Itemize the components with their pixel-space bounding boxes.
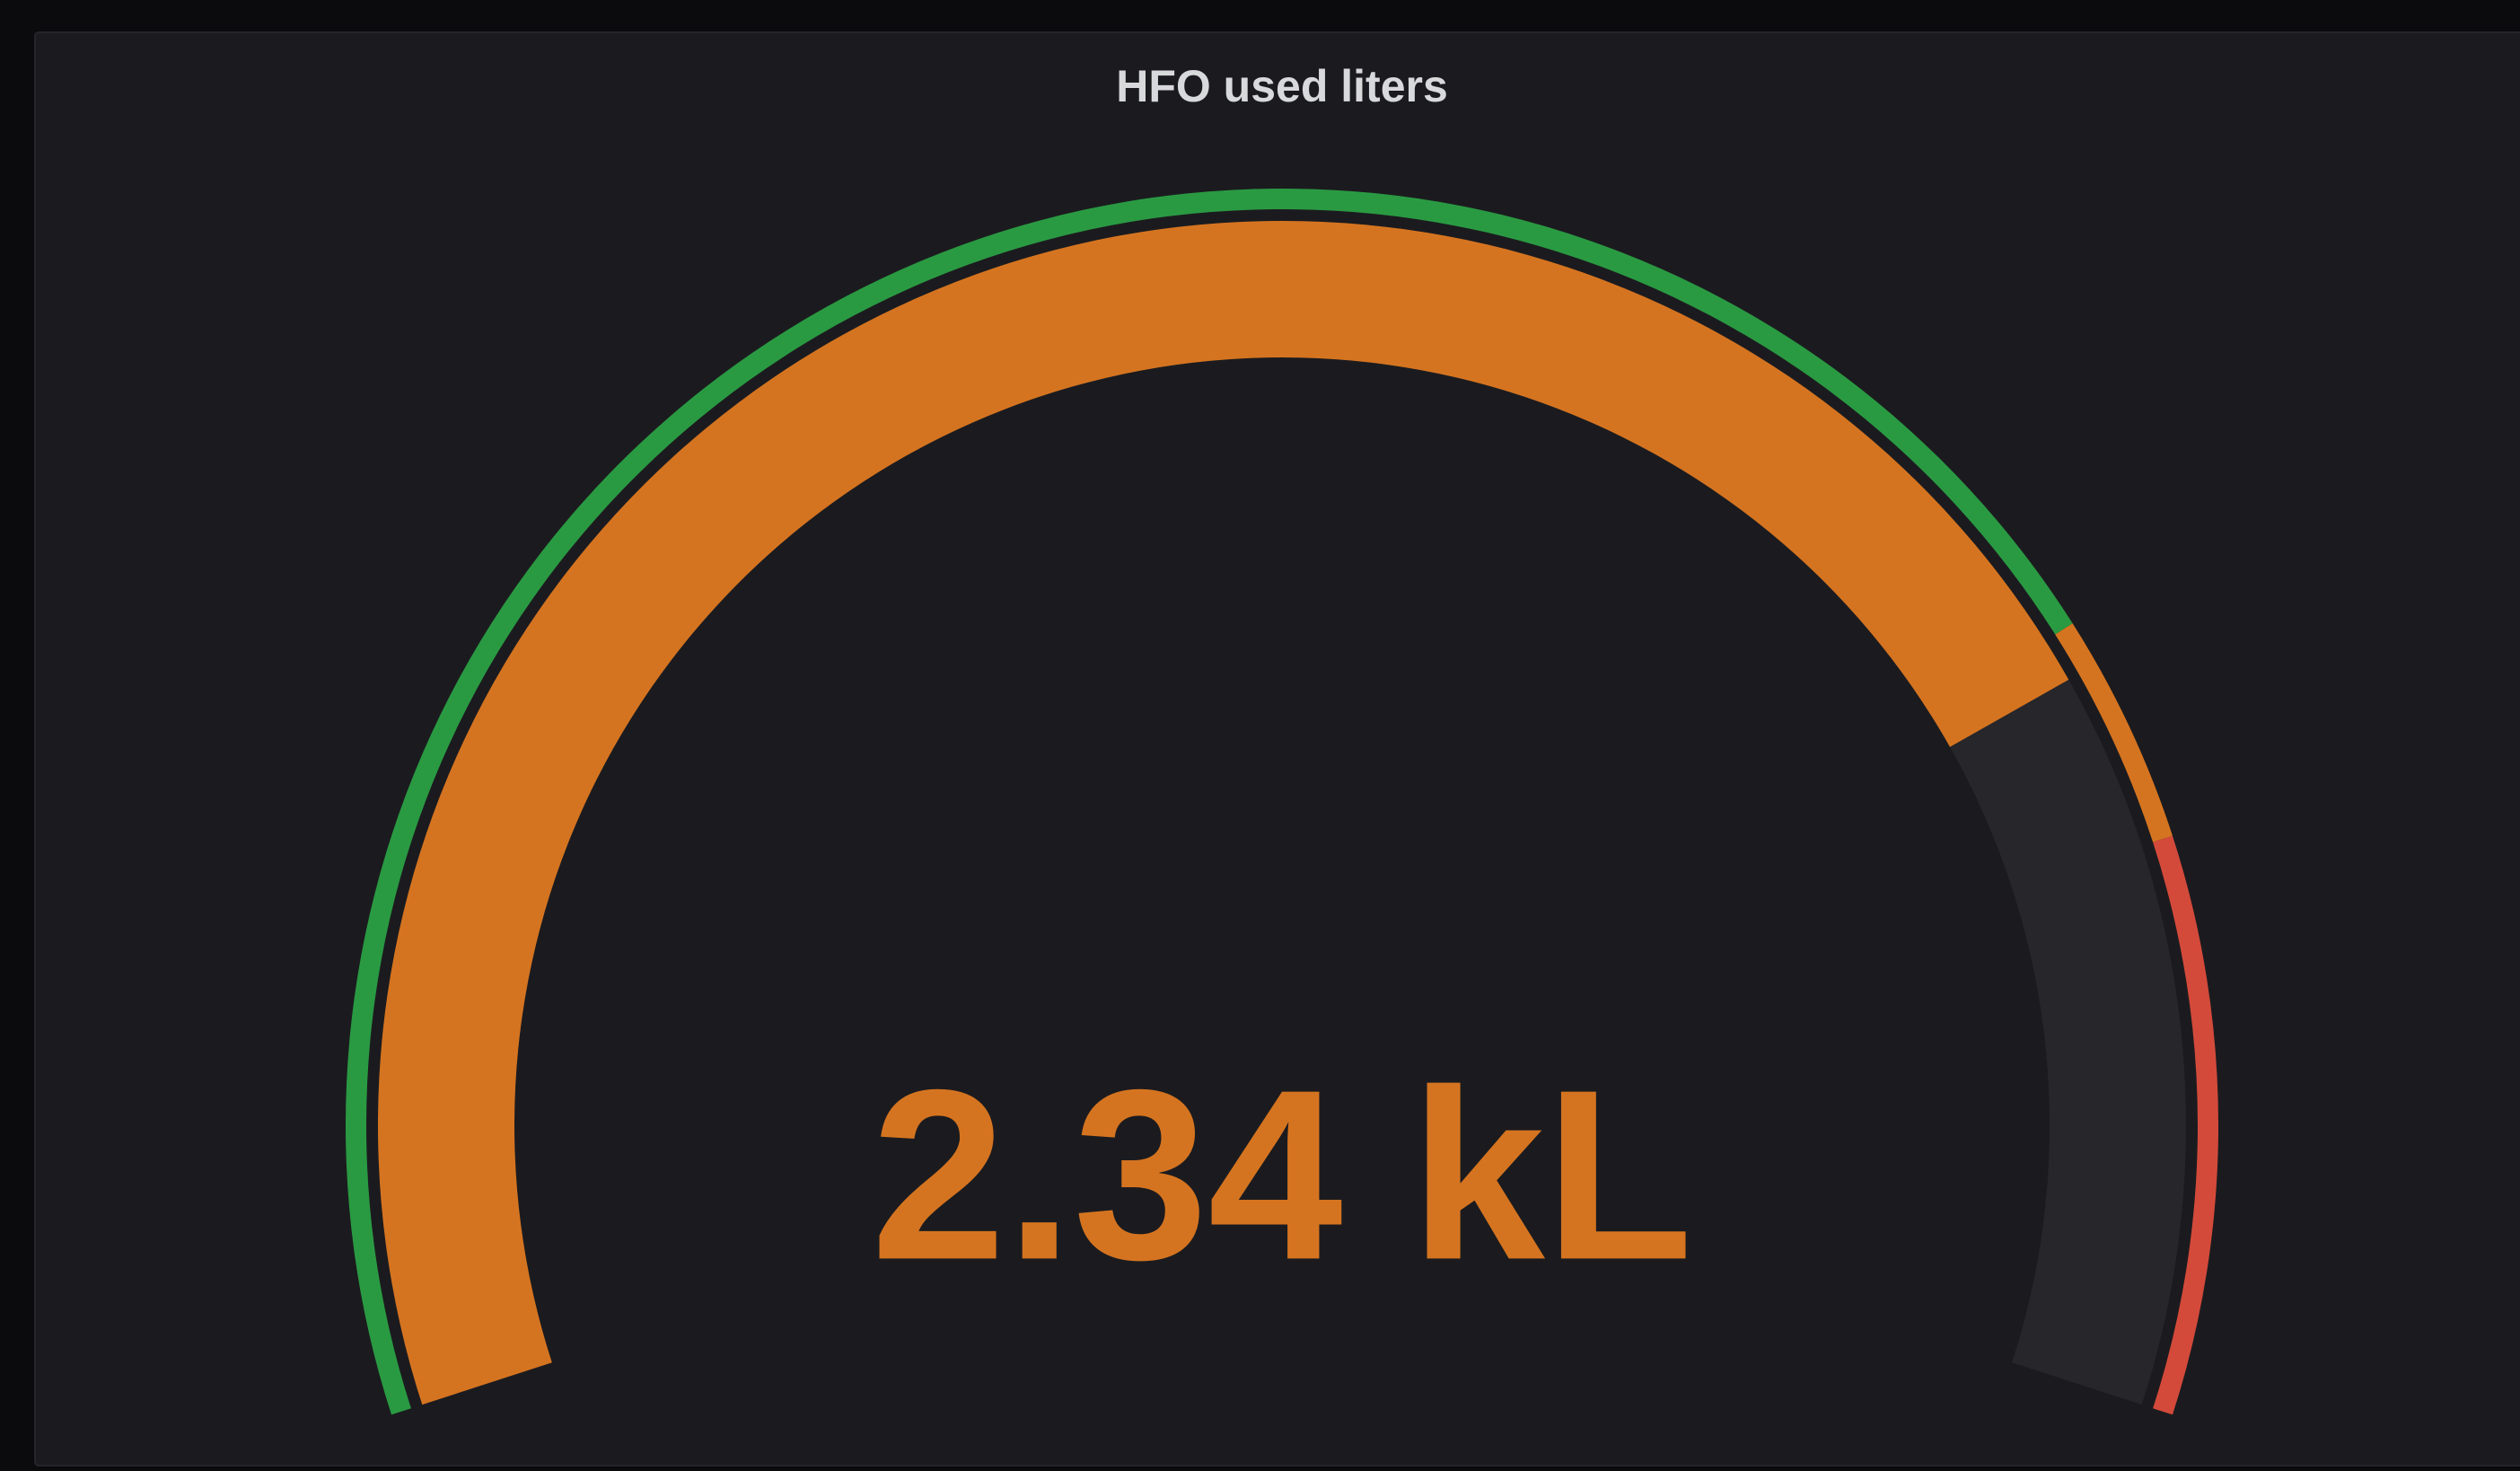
- gauge-value: [377, 220, 2069, 1405]
- threshold-band: [2153, 835, 2218, 1415]
- panel-title: HFO used liters: [1116, 61, 1448, 111]
- value-label: 2.34 kL: [871, 1040, 1693, 1310]
- threshold-band: [2055, 623, 2173, 842]
- panel: [34, 31, 2520, 1467]
